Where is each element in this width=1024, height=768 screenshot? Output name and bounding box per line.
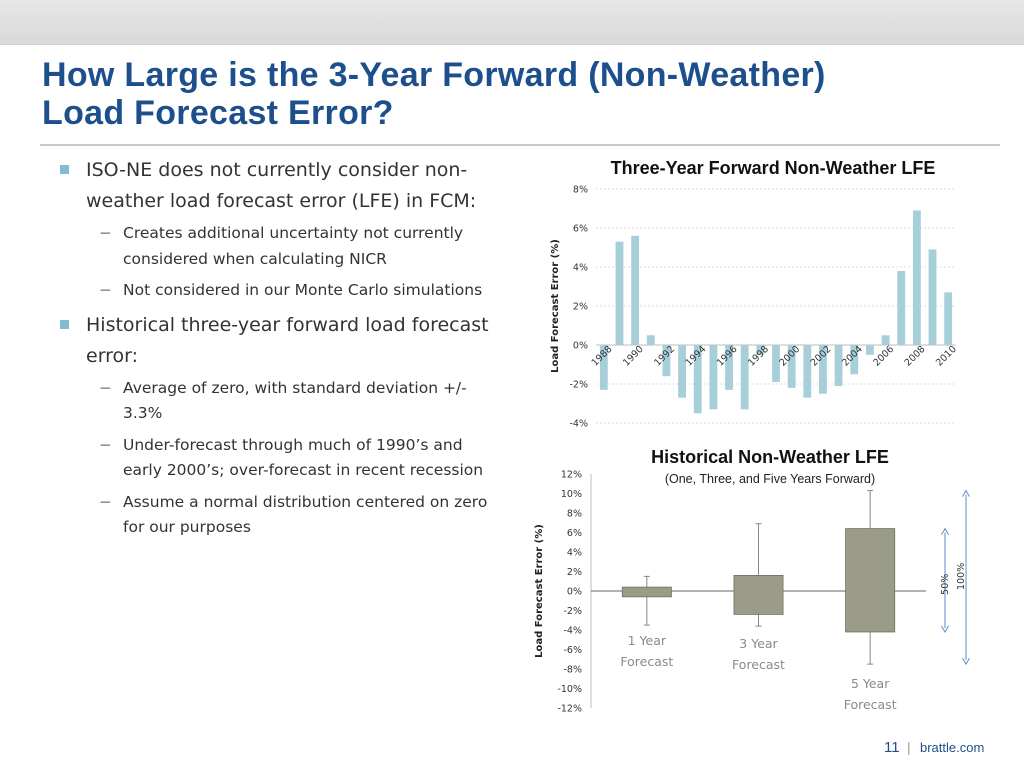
bar-chart: Three-Year Forward Non-Weather LFE -4% -2%… (550, 158, 959, 430)
bar-1991 (646, 335, 655, 345)
sub-bullet-text: Average of zero, with standard deviation… (123, 378, 467, 423)
slide-title-line2: Load Forecast Error? (42, 94, 394, 132)
sub-bullet: − Not considered in our Monte Carlo simu… (58, 278, 498, 304)
y-tick-label: -6% (564, 645, 583, 656)
dash-bullet-icon: − (99, 435, 112, 454)
y-tick-label: 10% (561, 489, 582, 500)
sub-bullet-text: Assume a normal distribution centered on… (123, 492, 488, 537)
bar-2001 (803, 345, 812, 398)
sub-bullet: − Under-forecast through much of 1990’s … (58, 433, 498, 484)
y-tick-label: 0% (573, 341, 588, 352)
page-number: 11 (884, 739, 900, 756)
bar-chart-y-axis-label: Load Forecast Error (%) (550, 239, 561, 373)
bar-2009 (928, 249, 937, 345)
bar-1997 (740, 345, 749, 410)
bar-1992 (662, 345, 671, 377)
box-chart-title: Historical Non-Weather LFE (651, 447, 889, 467)
dash-bullet-icon: − (99, 378, 112, 397)
bar-1994 (693, 345, 702, 414)
annotation-50-percent: 50% (940, 574, 951, 595)
slide-title: How Large is the 3-Year Forward (Non-Wea… (42, 56, 1002, 132)
footer-separator: | (907, 739, 911, 755)
y-tick-label: -4% (570, 419, 589, 430)
category-label: 5 Year (851, 676, 890, 691)
y-tick-label: 2% (567, 567, 582, 578)
box-3 (845, 528, 896, 633)
y-tick-label: 0% (567, 587, 582, 598)
title-divider (40, 144, 1000, 146)
bar-2005 (866, 345, 874, 355)
category-label: 1 Year (628, 633, 667, 648)
y-tick-label: 8% (567, 509, 582, 520)
dash-bullet-icon: − (99, 492, 112, 511)
bar-1989 (615, 241, 624, 345)
square-bullet-icon (60, 165, 69, 174)
bar-2003 (834, 345, 843, 386)
y-tick-label: -10% (557, 684, 582, 695)
box-chart: Historical Non-Weather LFE (One, Three, a… (534, 447, 970, 715)
footer-site: brattle.com (920, 740, 985, 755)
bar-1993 (678, 345, 686, 398)
box-1 (621, 586, 672, 598)
bar-2002 (819, 345, 827, 394)
y-tick-label: -2% (570, 380, 589, 391)
category-label: 3 Year (739, 636, 778, 651)
bullet: ISO-NE does not currently consider non-w… (58, 155, 498, 217)
bar-2000 (787, 345, 796, 388)
box-chart-y-axis-label: Load Forecast Error (%) (534, 524, 545, 658)
sub-bullet: − Creates additional uncertainty not cur… (58, 221, 498, 272)
category-label: Forecast (732, 657, 785, 672)
y-tick-label: -12% (557, 704, 582, 715)
box-2 (733, 574, 784, 615)
bar-1996 (725, 345, 733, 390)
arrow-50-arrowhead-down (941, 625, 949, 633)
bar-2010 (944, 292, 953, 345)
category-label: Forecast (844, 697, 897, 712)
bullet-text: ISO-NE does not currently consider non-w… (86, 159, 477, 212)
y-tick-label: 4% (567, 548, 582, 559)
sub-bullet-text: Creates additional uncertainty not curre… (123, 224, 464, 268)
bar-1998 (756, 345, 765, 355)
dash-bullet-icon: − (99, 224, 112, 242)
box-chart-subtitle: (One, Three, and Five Years Forward) (665, 472, 875, 486)
top-band (0, 0, 1024, 45)
bullet-list: ISO-NE does not currently consider non-w… (58, 155, 498, 547)
arrow-100-arrowhead-up (962, 489, 970, 497)
annotation-100-percent: 100% (956, 563, 967, 590)
bar-1990 (631, 235, 640, 345)
bar-1995 (709, 345, 718, 410)
bar-2004 (850, 345, 859, 375)
bar-1999 (772, 345, 780, 383)
sub-bullet: − Average of zero, with standard deviati… (58, 376, 498, 427)
y-tick-label: 12% (561, 470, 582, 481)
y-tick-label: -2% (564, 606, 583, 617)
bullet-text: Historical three-year forward load forec… (86, 313, 489, 367)
dash-bullet-icon: − (99, 281, 112, 299)
bar-1988 (599, 345, 608, 390)
slide-title-line1: How Large is the 3-Year Forward (Non-Wea… (42, 56, 826, 94)
y-tick-label: -4% (564, 626, 583, 637)
bar-2007 (897, 270, 906, 345)
y-tick-label: 4% (573, 263, 588, 274)
square-bullet-icon (60, 319, 69, 329)
bar-chart-title: Three-Year Forward Non-Weather LFE (611, 158, 936, 178)
category-label: Forecast (620, 654, 673, 669)
sub-bullet-text: Under-forecast through much of 1990’s an… (123, 435, 484, 480)
bullet: Historical three-year forward load forec… (58, 310, 498, 372)
sub-bullet: − Assume a normal distribution centered … (58, 490, 498, 541)
arrow-100-arrowhead-down (962, 657, 970, 666)
y-tick-label: 6% (567, 528, 582, 539)
y-tick-label: 6% (573, 224, 588, 235)
arrow-50-arrowhead-up (941, 527, 949, 535)
y-tick-label: 2% (573, 302, 588, 313)
bar-2006 (881, 335, 890, 345)
y-tick-label: -8% (564, 665, 583, 676)
sub-bullet-text: Not considered in our Monte Carlo simula… (123, 281, 483, 299)
y-tick-label: 8% (573, 185, 588, 196)
bar-2008 (912, 210, 921, 345)
